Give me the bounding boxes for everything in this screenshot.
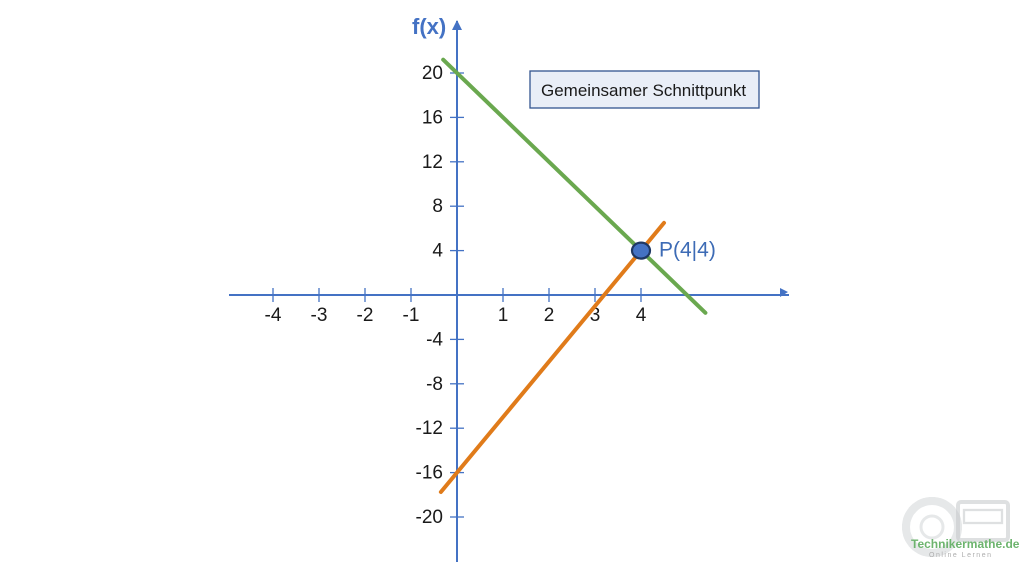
svg-text:Online Lernen: Online Lernen [929,552,992,559]
svg-text:2: 2 [544,305,555,326]
svg-text:-20: -20 [416,507,443,528]
svg-text:-4: -4 [426,329,443,350]
svg-text:Technikermathe.de: Technikermathe.de [911,537,1020,551]
svg-text:-1: -1 [403,305,420,326]
svg-text:Gemeinsamer Schnittpunkt: Gemeinsamer Schnittpunkt [541,81,746,100]
svg-text:8: 8 [432,196,443,217]
svg-text:P(4|4): P(4|4) [659,239,716,262]
svg-text:16: 16 [422,107,443,128]
svg-text:1: 1 [498,305,509,326]
svg-text:-16: -16 [416,463,443,484]
svg-text:-4: -4 [265,305,282,326]
svg-text:-8: -8 [426,374,443,395]
svg-text:-12: -12 [416,418,443,439]
svg-text:12: 12 [422,152,443,173]
svg-text:-3: -3 [311,305,328,326]
svg-text:4: 4 [636,305,647,326]
svg-text:20: 20 [422,63,443,84]
svg-text:f(x): f(x) [412,14,446,39]
svg-text:-2: -2 [357,305,374,326]
svg-text:4: 4 [432,241,443,262]
